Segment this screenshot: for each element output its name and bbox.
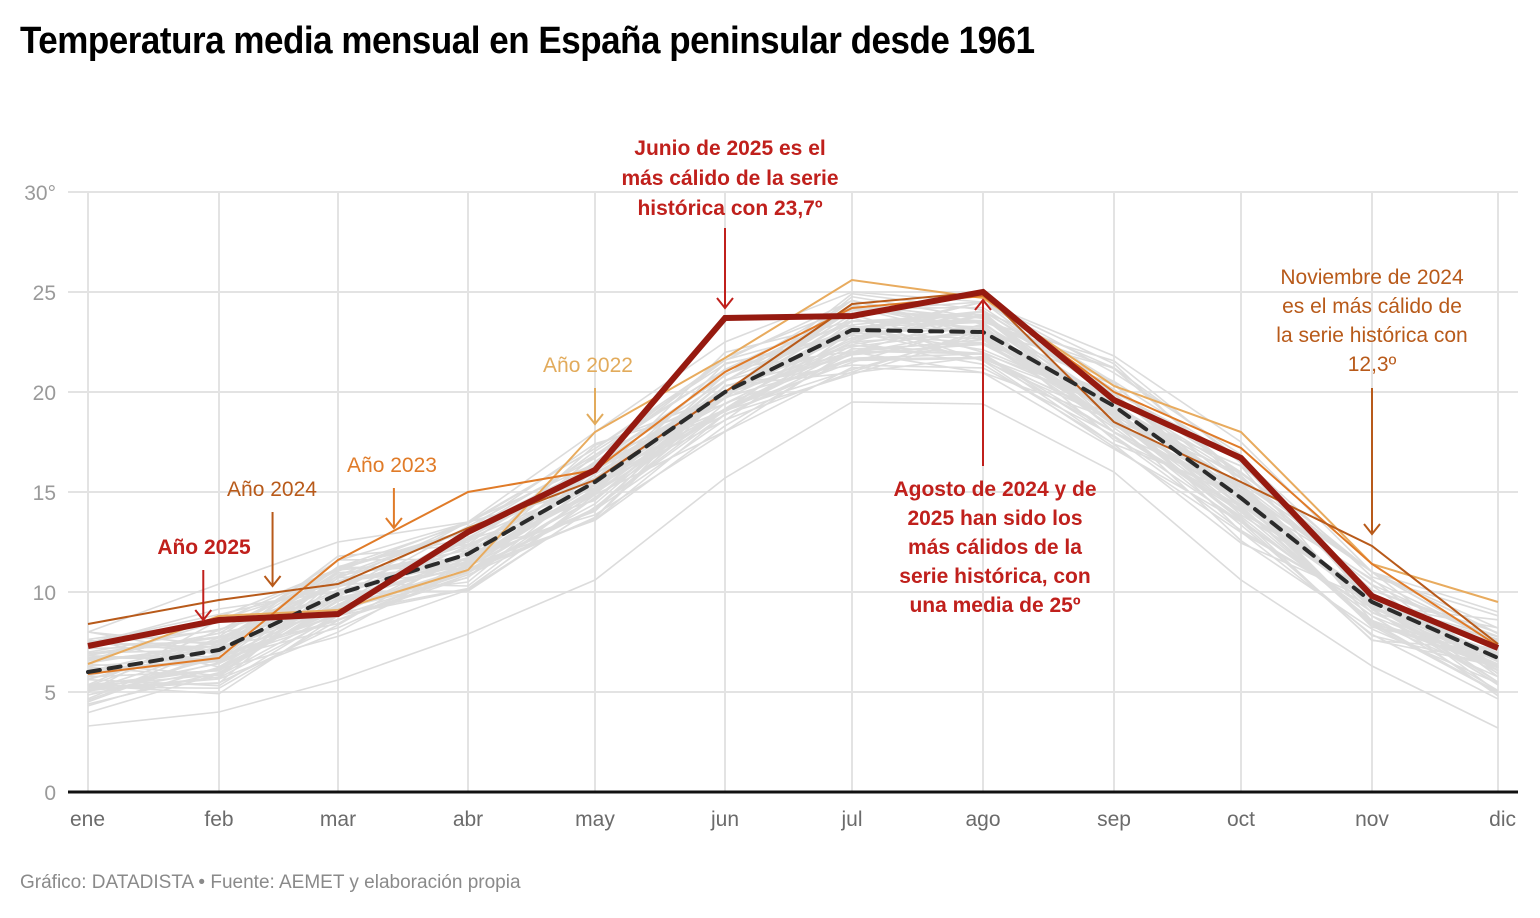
history-year-line <box>87 299 1499 673</box>
annotation-a2025: Año 2025 <box>157 536 251 622</box>
y-tick-label: 15 <box>33 482 56 505</box>
arrowhead-icon <box>716 297 734 310</box>
x-tick-label: ago <box>965 808 1000 831</box>
series-line-y2025 <box>87 288 1500 651</box>
history-year-line <box>87 299 1499 677</box>
annotation-text: Año 2022 <box>543 354 633 377</box>
series-line-mean <box>86 327 1500 674</box>
annotations: Año 2025 Año 2024 Año 2023 Año 2022 Junio de… <box>157 137 1468 622</box>
arrowhead-icon <box>586 413 604 426</box>
history-year-line <box>87 292 1499 662</box>
annotation-a2022: Año 2022 <box>543 354 633 426</box>
history-year-line <box>87 309 1499 647</box>
y-tick-label: 20 <box>33 382 56 405</box>
annotation-text: Noviembre de 2024 es el más cálido de la s… <box>1276 266 1467 376</box>
chart-title: Temperatura media mensual en España peni… <box>20 20 1035 62</box>
x-tick-label: ene <box>70 808 105 831</box>
history-year-line <box>87 316 1499 692</box>
annotation-text: Año 2025 <box>157 536 251 559</box>
arrowhead-icon <box>194 609 213 622</box>
history-year-line <box>87 356 1499 700</box>
y-tick-label: 30° <box>24 182 56 205</box>
x-tick-label: mar <box>320 808 356 831</box>
annotation-ajun: Junio de 2025 es el más cálido de la seri… <box>621 137 839 310</box>
x-axis: ene feb mar abr may jun jul ago sep oct nov dic <box>68 790 1518 831</box>
x-tick-label: abr <box>453 808 483 831</box>
x-tick-label: nov <box>1355 808 1389 831</box>
history-year-line <box>87 301 1499 650</box>
annotation-aago: Agosto de 2024 y de 2025 han sido los más … <box>893 298 1097 617</box>
arrowhead-icon <box>385 517 403 530</box>
x-tick-label: jul <box>840 808 862 831</box>
x-tick-label: oct <box>1227 808 1255 831</box>
history-year-line <box>87 304 1499 645</box>
annotation-text: Año 2024 <box>227 478 317 501</box>
annotation-text: Agosto de 2024 y de 2025 han sido los más … <box>893 478 1096 617</box>
y-axis: 0 5 10 15 20 25 30° <box>24 182 56 805</box>
annotation-a2024: Año 2024 <box>227 478 317 588</box>
x-tick-label: jun <box>710 808 739 831</box>
y-tick-label: 10 <box>33 582 56 605</box>
x-tick-label: feb <box>204 808 233 831</box>
x-tick-label: sep <box>1097 808 1131 831</box>
highlighted-series <box>86 278 1500 675</box>
y-tick-label: 25 <box>33 282 56 305</box>
annotation-text: Junio de 2025 es el más cálido de la seri… <box>621 137 838 220</box>
arrowhead-icon <box>1363 523 1381 536</box>
arrowhead-icon <box>263 575 282 588</box>
series-line-y2023 <box>87 294 1499 675</box>
x-tick-label: dic <box>1489 808 1516 831</box>
y-tick-label: 0 <box>44 782 56 805</box>
history-year-line <box>87 401 1499 729</box>
y-tick-label: 5 <box>44 682 56 705</box>
series-line-y2024 <box>87 290 1499 645</box>
x-tick-label: may <box>575 808 615 831</box>
annotation-a2023: Año 2023 <box>347 454 437 530</box>
annotation-text: Año 2023 <box>347 454 437 477</box>
annotation-anov: Noviembre de 2024 es el más cálido de la s… <box>1276 266 1468 536</box>
arrowhead-icon <box>974 298 992 311</box>
source-credit: Gráfico: DATADISTA • Fuente: AEMET y ela… <box>20 872 521 893</box>
